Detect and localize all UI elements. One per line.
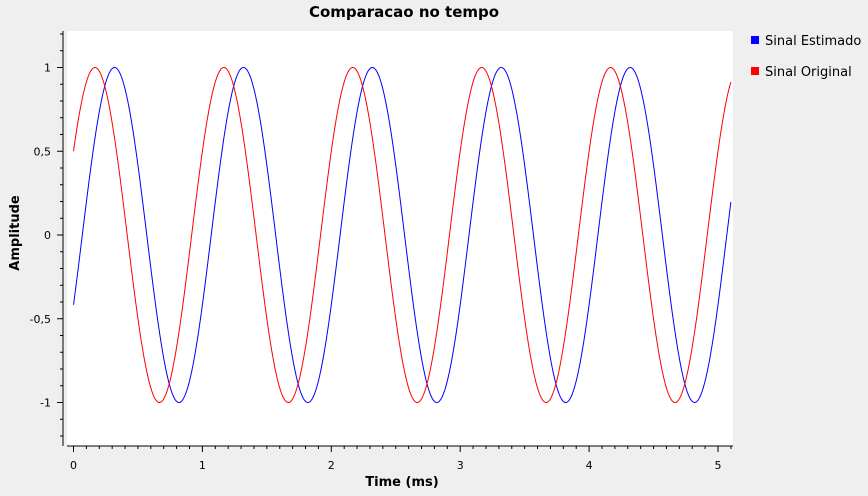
- series-line-0: [73, 66, 732, 404]
- plot-area: [67, 31, 733, 446]
- series-line-1: [73, 66, 732, 404]
- y-tick-label: -1: [40, 397, 51, 410]
- legend-label-0: Sinal Estimado: [765, 34, 861, 49]
- legend: Sinal Estimado Sinal Original: [751, 34, 861, 80]
- y-tick-label: 0: [44, 229, 51, 242]
- y-tick-label: 1: [44, 62, 51, 75]
- y-tick-label: -0,5: [30, 313, 51, 326]
- chart-title: Comparacao no tempo: [309, 3, 499, 21]
- x-tick-label: 3: [457, 459, 464, 472]
- x-tick-label: 1: [199, 459, 206, 472]
- legend-swatch-1: [751, 67, 759, 75]
- y-tick-label: 0,5: [34, 145, 52, 158]
- x-tick-label: 2: [328, 459, 335, 472]
- x-tick-label: 0: [70, 459, 77, 472]
- x-tick-label: 4: [586, 459, 593, 472]
- legend-swatch-0: [751, 36, 759, 44]
- x-tick-label: 5: [715, 459, 722, 472]
- legend-label-1: Sinal Original: [765, 65, 852, 80]
- x-axis-title: Time (ms): [365, 475, 438, 490]
- y-axis-title: Amplitude: [8, 195, 23, 271]
